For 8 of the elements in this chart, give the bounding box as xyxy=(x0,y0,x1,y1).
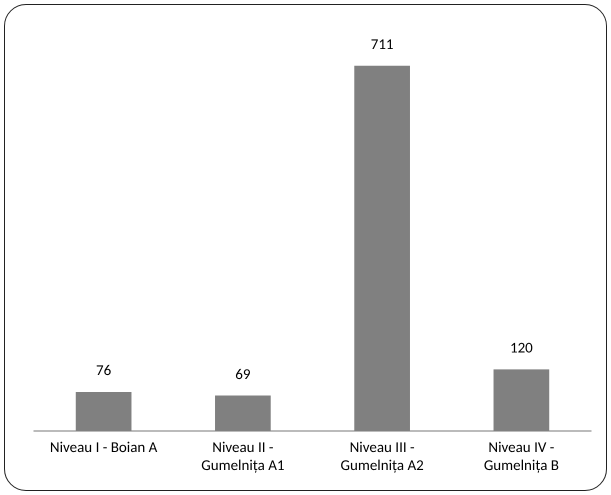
data-label: 120 xyxy=(510,340,534,358)
data-label: 76 xyxy=(96,362,112,380)
x-tick-label: Niveau IV - Gumelnița B xyxy=(484,438,559,475)
x-tick-label: Niveau I - Boian A xyxy=(50,438,158,457)
x-tick-label: Niveau III - Gumelnița A2 xyxy=(340,438,424,475)
data-label: 69 xyxy=(235,366,251,384)
x-tick-label: Niveau II - Gumelnița A1 xyxy=(201,438,285,475)
data-label: 711 xyxy=(370,36,394,54)
